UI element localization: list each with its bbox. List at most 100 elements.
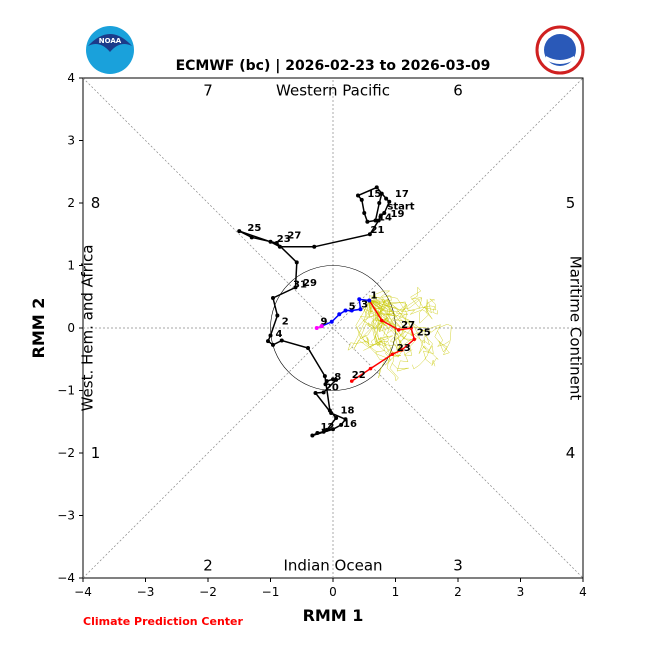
- region-label-left: West. Hem. and Africa: [78, 245, 96, 412]
- observed-black-day-label: 16: [343, 419, 357, 430]
- ensemble-member-line: [369, 300, 401, 366]
- y-tick-label: 4: [67, 71, 75, 85]
- observed-black-point: [373, 218, 378, 223]
- x-tick-label: 1: [392, 585, 400, 599]
- y-tick-label: −2: [57, 446, 75, 460]
- y-tick-label: 2: [67, 196, 75, 210]
- x-tick-label: −1: [262, 585, 280, 599]
- observed-black-day-label: 12: [321, 422, 335, 433]
- observed-black-point: [324, 427, 329, 432]
- observed-black-point: [377, 201, 382, 205]
- observed-black-point: [277, 244, 282, 249]
- observed-black-point: [365, 219, 370, 224]
- observed-black-point: [279, 338, 284, 343]
- y-axis-label: RMM 2: [29, 298, 48, 359]
- y-tick-label: −4: [57, 571, 75, 585]
- observed-black-point: [306, 346, 310, 350]
- observed-black-day-label: 18: [341, 406, 355, 417]
- observed-black-point: [312, 244, 317, 249]
- observed-black-day-label: start: [387, 201, 414, 212]
- observed-black-point: [331, 377, 335, 382]
- x-tick-label: 3: [517, 585, 525, 599]
- observed-black-point: [310, 433, 315, 438]
- observed-black-point: [315, 431, 320, 435]
- observed-black-point: [329, 411, 334, 415]
- x-tick-label: −3: [137, 585, 155, 599]
- observed-blue-point: [343, 308, 348, 313]
- y-tick-label: −3: [57, 509, 75, 523]
- y-tick-label: −1: [57, 384, 75, 398]
- observed-black-point: [343, 417, 348, 422]
- region-label-top: Western Pacific: [276, 82, 390, 100]
- observed-black-point: [293, 285, 298, 290]
- forecast-red-point: [368, 366, 373, 371]
- observed-black-point: [382, 211, 387, 215]
- observed-blue-point: [358, 307, 363, 312]
- credit-text: Climate Prediction Center: [83, 615, 243, 628]
- observed-black-point: [359, 197, 364, 202]
- observed-black-day-label: 19: [391, 209, 405, 220]
- ensemble-member-line: [363, 300, 393, 379]
- observed-black-day-label: 8: [334, 372, 341, 383]
- observed-black-point: [274, 241, 279, 245]
- phase-number: 8: [91, 194, 101, 212]
- phase-number: 7: [203, 82, 213, 100]
- observed-black-point: [376, 218, 381, 223]
- y-tick-label: 0: [67, 321, 75, 335]
- svg-text:NOAA: NOAA: [99, 37, 122, 45]
- ensemble-member-line: [369, 300, 405, 351]
- forecast-red-day-label: 23: [397, 343, 411, 354]
- observed-black-point: [384, 196, 389, 201]
- chart-title: ECMWF (bc) | 2026-02-23 to 2026-03-09: [176, 58, 491, 74]
- forecast-red-point: [379, 318, 384, 323]
- x-tick-label: 2: [454, 585, 462, 599]
- observed-black-point: [268, 239, 273, 244]
- forecast-red-point: [396, 328, 401, 332]
- forecast-red-point: [399, 348, 404, 352]
- forecast-red-point: [409, 326, 413, 330]
- ensemble-member-line: [369, 300, 389, 340]
- observed-magenta-point: [319, 324, 324, 329]
- observed-black-point: [362, 211, 367, 215]
- forecast-red-point: [349, 379, 354, 383]
- region-label-bottom: Indian Ocean: [283, 557, 382, 575]
- ensemble-member-line: [369, 294, 439, 315]
- observed-black-point: [334, 416, 339, 420]
- phase-number: 3: [453, 557, 463, 575]
- nws-logo: [535, 25, 585, 75]
- observed-blue-point: [329, 319, 334, 324]
- observed-black-day-label: 25: [247, 223, 261, 234]
- observed-black-day-label: 14: [378, 213, 392, 224]
- observed-blue-day-label: 1: [371, 291, 378, 302]
- ensemble-member-line: [369, 300, 452, 347]
- observed-black-day-label: 27: [287, 231, 301, 242]
- observed-black-point: [237, 229, 242, 234]
- x-tick-label: 4: [579, 585, 587, 599]
- observed-black-point: [275, 313, 280, 318]
- observed-black-day-label: 21: [371, 225, 385, 236]
- y-tick-label: 1: [67, 259, 75, 273]
- observed-black-point: [271, 342, 275, 347]
- noaa-logo: NOAA: [86, 26, 134, 74]
- observed-black-day-label: 4: [276, 329, 283, 340]
- forecast-red-day-label: 27: [401, 320, 415, 331]
- x-axis-label: RMM 1: [303, 606, 364, 625]
- observed-black-point: [266, 339, 270, 344]
- phase-number: 4: [566, 444, 576, 462]
- observed-black-point: [379, 191, 384, 196]
- ensemble-member-line: [369, 300, 433, 370]
- observed-black-point: [321, 390, 326, 395]
- observed-black-point: [367, 232, 372, 237]
- forecast-red-day-label: 25: [417, 328, 431, 339]
- ensemble-member-line: [366, 290, 393, 315]
- observed-black-day-label: 2: [282, 316, 289, 327]
- x-tick-label: 0: [329, 585, 337, 599]
- ensemble-member-line: [369, 296, 409, 330]
- observed-black-point: [321, 429, 326, 434]
- observed-black-point: [378, 214, 383, 219]
- observed-blue-point: [357, 297, 362, 302]
- observed-black-point: [271, 296, 275, 300]
- observed-black-point: [339, 422, 344, 427]
- phase-number: 2: [203, 557, 213, 575]
